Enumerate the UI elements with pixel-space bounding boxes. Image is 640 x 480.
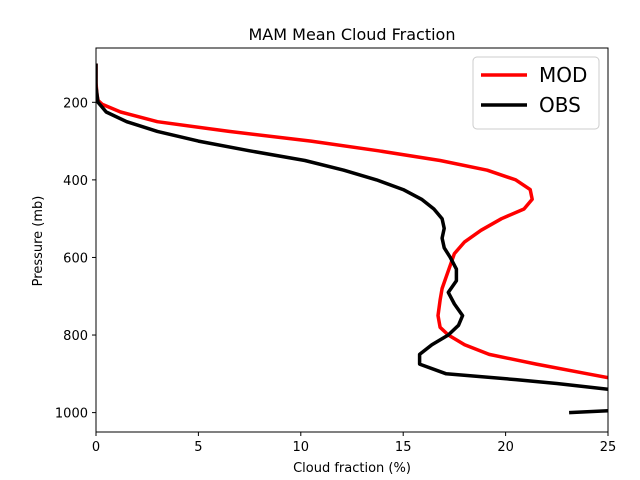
y-tick-label: 600 xyxy=(63,251,88,266)
plot-frame xyxy=(95,47,609,433)
mod-series-line xyxy=(96,63,608,380)
y-tick-label: 800 xyxy=(63,329,88,344)
y-axis-label: Pressure (mb) xyxy=(31,196,46,287)
x-tick-label: 0 xyxy=(92,440,100,455)
x-tick-label: 5 xyxy=(194,440,202,455)
y-tick-label: 200 xyxy=(63,96,88,111)
y-tick-label: 1000 xyxy=(55,407,88,422)
x-tick-label: 25 xyxy=(600,440,617,455)
x-tick-label: 15 xyxy=(395,440,412,455)
x-tick-label: 10 xyxy=(293,440,310,455)
obs-legend-label: OBS xyxy=(539,93,581,117)
x-axis-label: Cloud fraction (%) xyxy=(293,461,411,476)
mod-legend-label: MOD xyxy=(539,63,587,87)
axes-layer: 0 5 10 15 20 25 200 400 600 800 1000 xyxy=(55,47,617,455)
legend: MOD OBS xyxy=(472,56,600,130)
chart-title: MAM Mean Cloud Fraction xyxy=(249,25,456,44)
obs-surface-series-line xyxy=(569,408,608,415)
x-tick-label: 20 xyxy=(497,440,514,455)
y-tick-label: 400 xyxy=(63,174,88,189)
obs-series-line xyxy=(96,63,608,392)
series-layer xyxy=(96,63,608,415)
